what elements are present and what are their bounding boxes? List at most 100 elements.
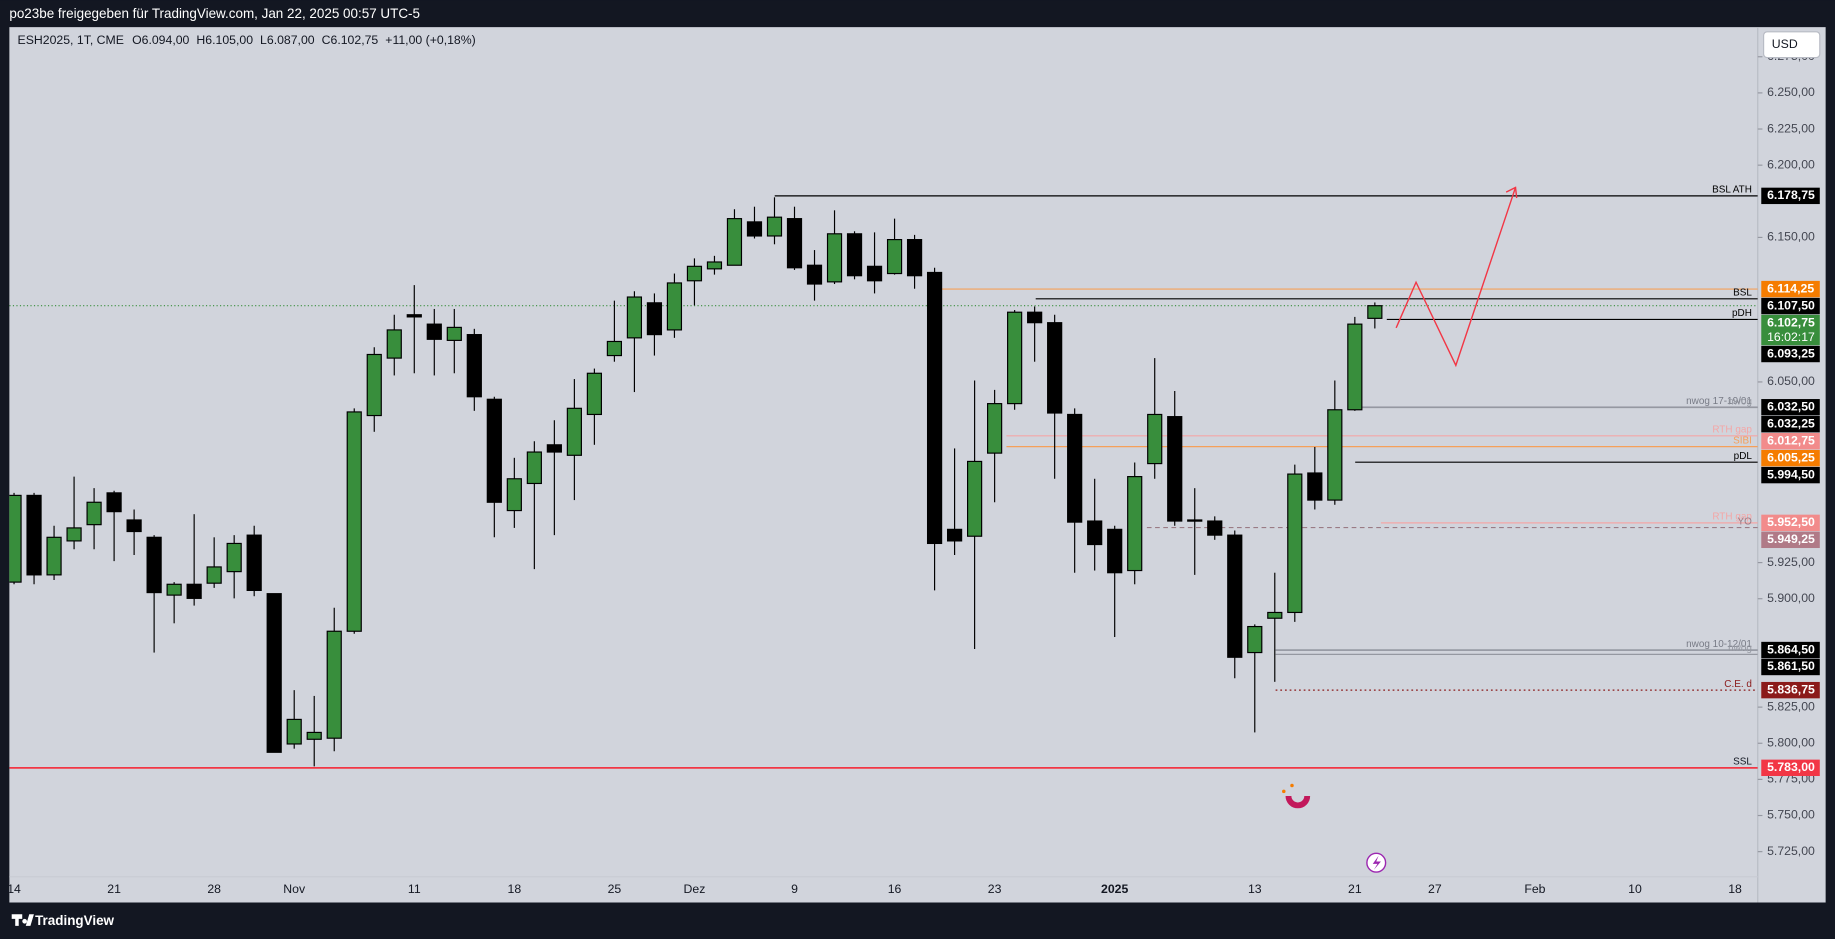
candle-body [546, 444, 562, 453]
level-name: nwog [1728, 396, 1752, 407]
candle-body [106, 492, 122, 513]
candle-body [346, 411, 362, 632]
candle-body [206, 566, 222, 584]
y-tick-label: 6.150,00 [1767, 230, 1815, 244]
x-tick-label: 11 [408, 882, 421, 896]
candle-body [1347, 323, 1363, 411]
price-tag [1761, 432, 1820, 450]
candle-body [706, 261, 723, 270]
x-tick-label: 16 [888, 882, 902, 896]
candle-body [46, 536, 62, 576]
y-tick-label: 5.725,00 [1767, 844, 1815, 858]
level-name: SSL [1733, 757, 1752, 768]
price-tag-label: 6.032,50 [1767, 399, 1815, 413]
candle-body [486, 398, 502, 503]
candle-body [366, 353, 382, 417]
projection-arrow [1505, 186, 1518, 199]
candle-body [466, 334, 482, 398]
price-tag-label: 6.032,25 [1767, 416, 1815, 430]
footer-brand: TradingView [35, 913, 114, 928]
x-tick-label: Nov [283, 882, 306, 896]
candle-body [1107, 528, 1123, 574]
price-tag [1761, 658, 1820, 676]
price-tag [1761, 416, 1820, 433]
price-tag-label: 5.864,50 [1767, 642, 1815, 656]
candle-body [926, 271, 943, 545]
x-tick-label: 2025 [1101, 882, 1128, 896]
price-tag [1761, 466, 1820, 484]
candle-body [506, 478, 522, 512]
candle-body [406, 314, 422, 318]
y-tick-label: 6.200,00 [1767, 157, 1815, 171]
level-name: SIBI [1733, 435, 1752, 446]
candle-body [186, 583, 202, 599]
legend-high: H6.105,00 [196, 33, 253, 47]
x-tick-label: 13 [1248, 882, 1262, 896]
y-tick-label: 5.925,00 [1767, 555, 1815, 569]
candle-body [226, 542, 242, 573]
candle-body [286, 718, 302, 745]
countdown: 16:02:17 [1767, 330, 1815, 344]
x-tick-label: 28 [207, 882, 221, 896]
level-name: BSL [1733, 288, 1752, 299]
legend-low: L6.087,00 [260, 33, 315, 47]
price-tag [1761, 681, 1820, 699]
x-tick-label: Feb [1524, 882, 1545, 896]
x-tick-label: 21 [107, 882, 121, 896]
share-header: po23be freigegeben für TradingView.com, … [9, 6, 420, 21]
candle-body [1327, 409, 1343, 501]
level-name: nwog 17-19/01 [1686, 396, 1752, 407]
candle-body [886, 238, 903, 275]
candle-body [126, 519, 142, 533]
candle-body [846, 233, 863, 277]
price-tag [1761, 187, 1820, 205]
legend: ESH2025, 1T, CME O6.094,00 H6.105,00 L6.087… [18, 33, 476, 47]
candle-body [566, 407, 582, 456]
x-tick-label: 14 [7, 882, 21, 896]
chart-background [9, 27, 1826, 903]
y-tick-label: 5.750,00 [1767, 808, 1815, 822]
price-tag-label: 6.107,50 [1767, 298, 1815, 312]
price-tag-label: 5.952,50 [1767, 515, 1815, 529]
candle-body [246, 534, 262, 592]
candle-body [166, 583, 182, 596]
candle-body [1087, 520, 1103, 546]
level-name: RTH gap [1712, 425, 1752, 436]
currency-button[interactable] [1763, 31, 1821, 59]
price-tag-label: 6.178,75 [1767, 188, 1815, 202]
candle-body [1227, 534, 1243, 658]
price-tag-label: 6.093,25 [1767, 346, 1815, 360]
y-tick-label: 6.225,00 [1767, 121, 1815, 135]
price-tag [1761, 641, 1820, 659]
candle-body [426, 323, 442, 340]
candle-body [1287, 473, 1303, 614]
candle-body [66, 527, 82, 542]
price-tag-label: 5.836,75 [1767, 682, 1815, 696]
y-tick-label: 6.250,00 [1767, 85, 1815, 99]
candle-body [946, 528, 963, 542]
candle-body [446, 326, 462, 341]
y-tick-label: 6.050,00 [1767, 374, 1815, 388]
level-name: pDL [1734, 451, 1753, 462]
candle-body [726, 218, 743, 266]
candle-body [526, 451, 542, 485]
candle-body [967, 460, 983, 537]
level-name: RTH gap [1712, 512, 1752, 523]
candle-body [1367, 305, 1383, 319]
candle-body [646, 302, 663, 336]
candle-body [1147, 413, 1163, 465]
candle-body [326, 630, 342, 739]
plot-area: 14 21 28 Nov 11 18 25 Dez 9 16 23 2025 13 21 27 Feb 10 18… [7, 185, 1758, 896]
x-tick-label: 18 [508, 882, 522, 896]
price-tag [1761, 280, 1820, 298]
x-tick-label: 18 [1728, 882, 1742, 896]
x-tick-label: 27 [1428, 882, 1442, 896]
y-tick-label: 5.800,00 [1767, 736, 1815, 750]
level-name: C.E. d [1724, 679, 1752, 690]
candle-body [626, 296, 643, 339]
candle-body [826, 233, 843, 283]
candle-body [1167, 416, 1183, 522]
candle-body [1267, 611, 1283, 619]
candle-body [866, 265, 883, 282]
